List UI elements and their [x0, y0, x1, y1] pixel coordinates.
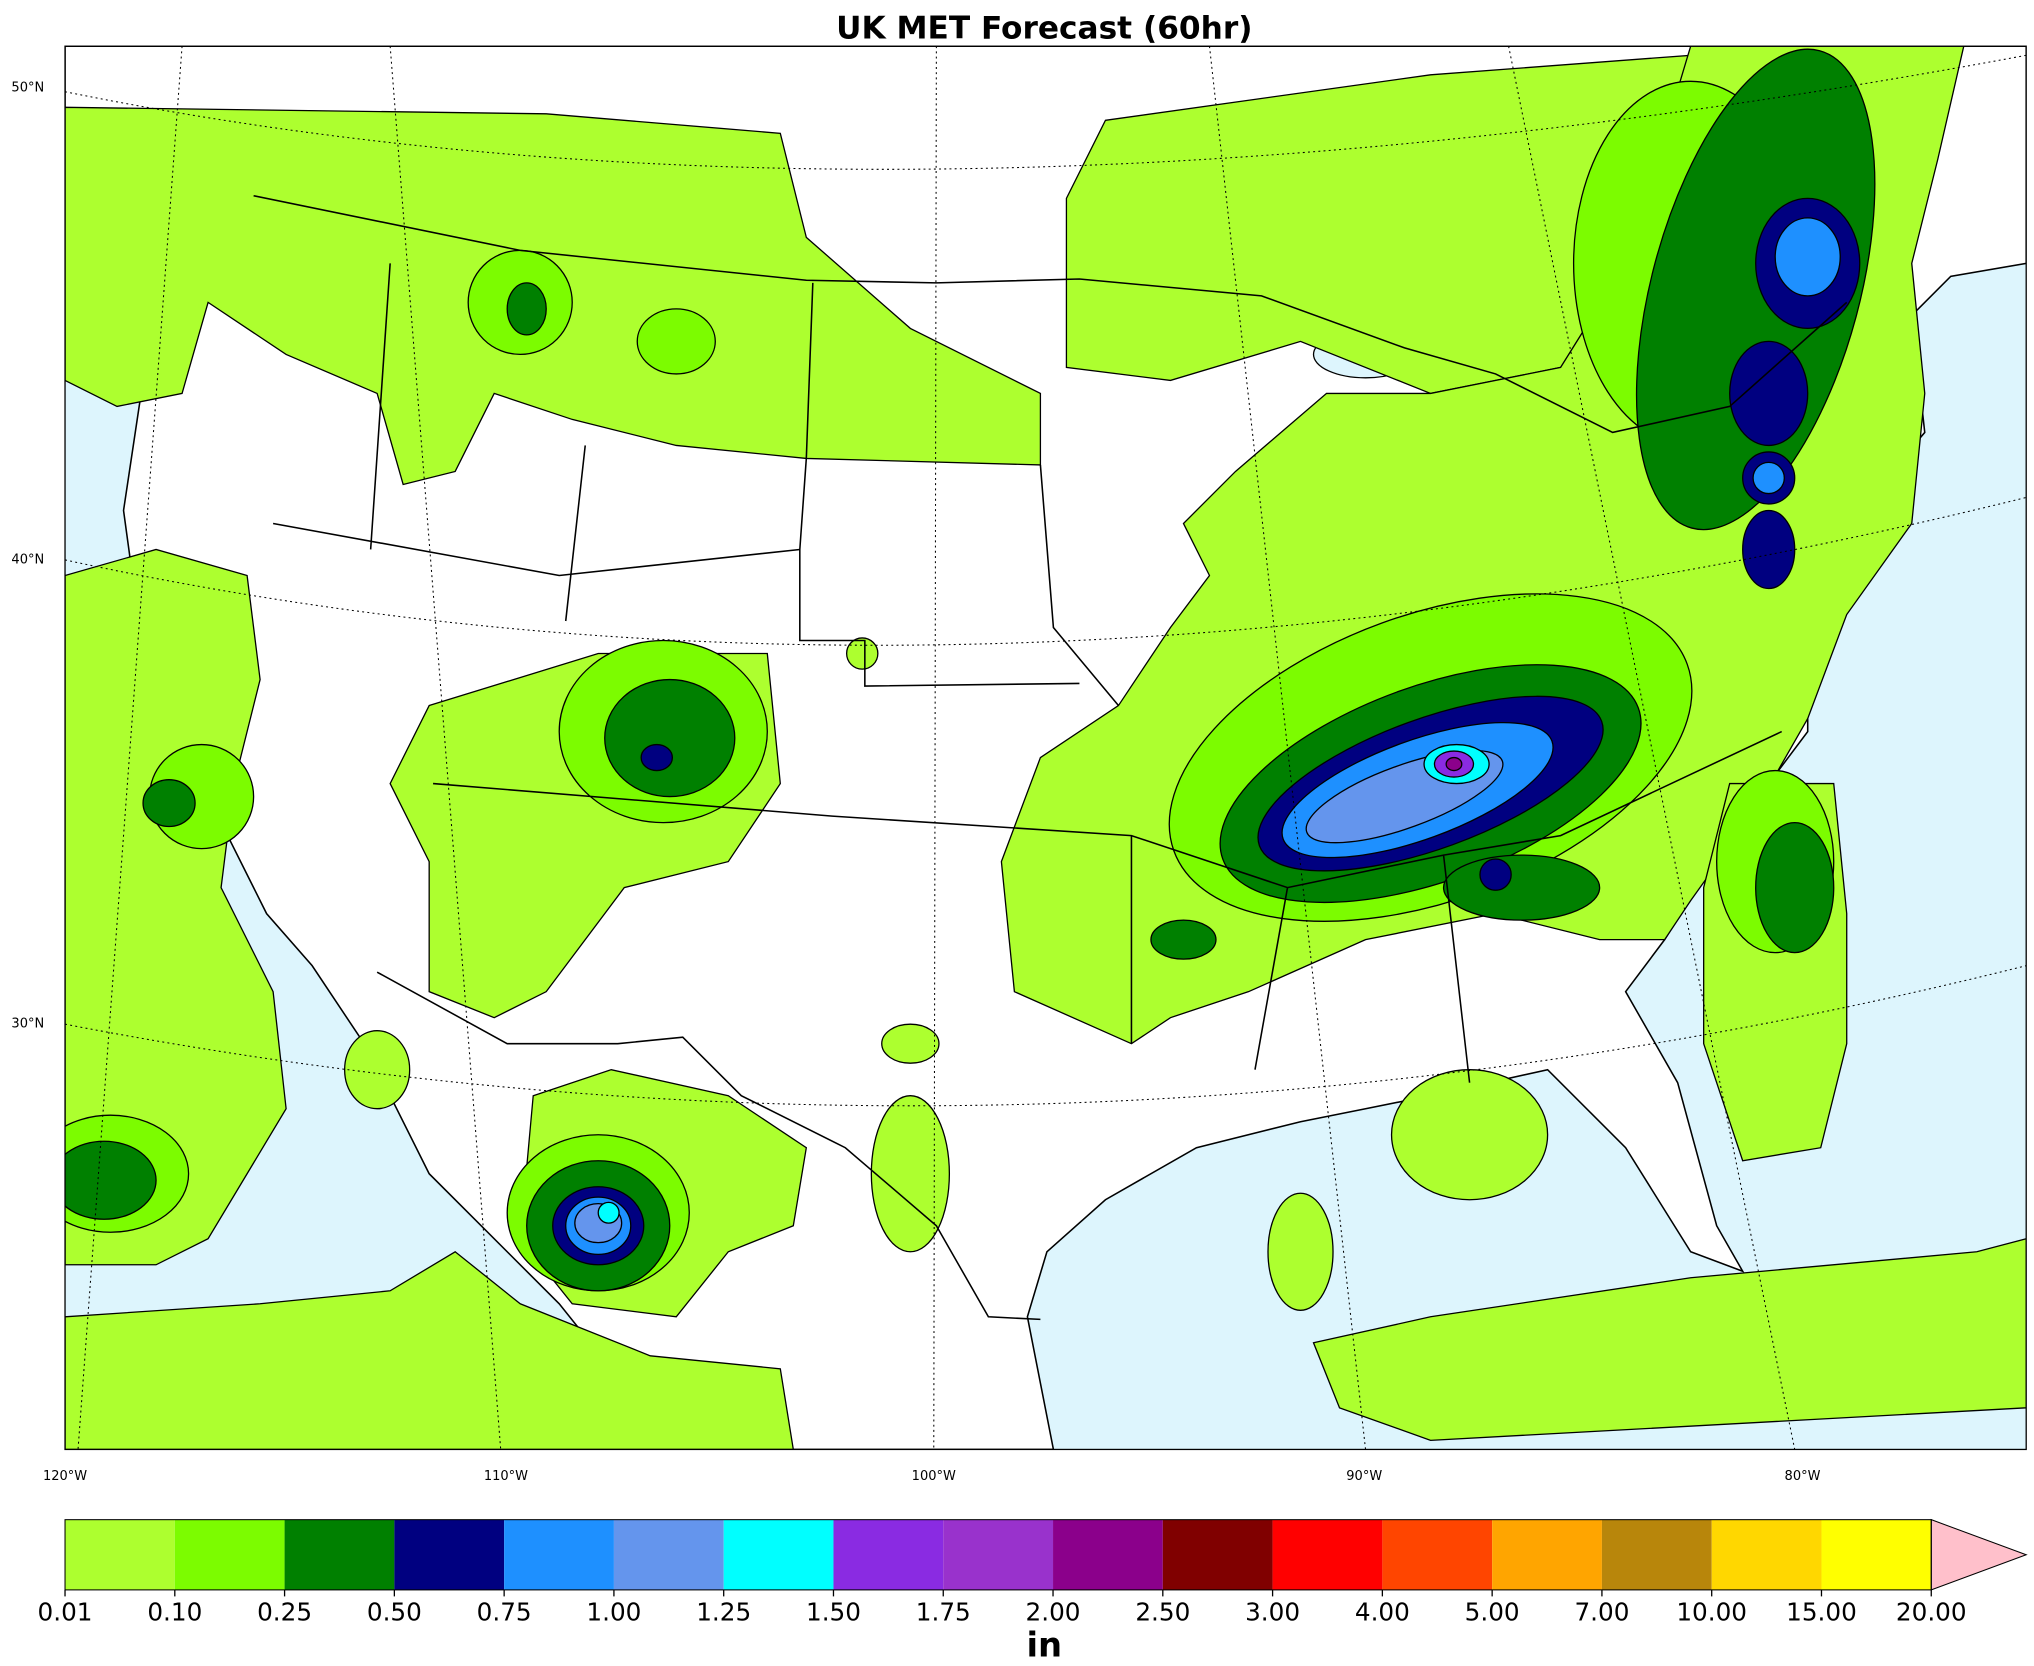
colorbar-box	[174, 1519, 285, 1590]
graticule-labels: 50°N 40°N 30°N 120°W 110°W 100°W 90°W 80°W	[11, 80, 1820, 1484]
lat-label: 40°N	[11, 552, 44, 567]
map-frame	[64, 45, 2027, 1451]
colorbar-tick-label: 10.00	[1676, 1597, 1747, 1626]
colorbar-box	[394, 1519, 505, 1590]
colorbar-tick-label: 3.00	[1245, 1597, 1300, 1626]
colorbar-box	[833, 1519, 944, 1590]
colorbar-box	[1601, 1519, 1712, 1590]
colorbar: 0.01 0.10 0.25 0.50 0.75 1.00 1.25 1.50 1.75 2.00…	[38, 1518, 2028, 1626]
lon-label: 110°W	[484, 1469, 528, 1484]
colorbar-box	[284, 1519, 395, 1590]
colorbar-box	[1382, 1519, 1493, 1590]
lat-label: 50°N	[11, 80, 44, 95]
borders	[253, 194, 1848, 1321]
colorbar-box	[65, 1519, 175, 1590]
colorbar-box	[504, 1519, 614, 1590]
colorbar-box	[723, 1519, 834, 1590]
colorbar-box	[1272, 1519, 1383, 1590]
colorbar-box	[1492, 1519, 1602, 1590]
colorbar-unit: in	[1026, 1626, 1062, 1665]
colorbar-tick-label: 1.75	[916, 1597, 971, 1626]
lon-label: 100°W	[912, 1469, 956, 1484]
colorbar-tick-label: 2.00	[1026, 1597, 1081, 1626]
lon-label: 120°W	[43, 1469, 87, 1484]
colorbar-box	[613, 1519, 724, 1590]
colorbar-tick-label: 5.00	[1465, 1597, 1520, 1626]
colorbar-tick-label: 15.00	[1786, 1597, 1857, 1626]
colorbar-tick-label: 1.25	[696, 1597, 751, 1626]
colorbar-tick-label: 0.75	[477, 1597, 532, 1626]
graticule	[65, 46, 2027, 1450]
colorbar-box	[943, 1519, 1054, 1590]
colorbar-tick-label: 1.50	[806, 1597, 861, 1626]
colorbar-box	[1821, 1519, 1932, 1590]
colorbar-box	[1711, 1519, 1822, 1590]
colorbar-extension	[1930, 1518, 2028, 1591]
map	[65, 46, 2027, 1450]
colorbar-tick-label: 0.25	[257, 1597, 312, 1626]
lon-label: 80°W	[1785, 1469, 1821, 1484]
lat-label: 30°N	[11, 1017, 44, 1032]
colorbar-box	[1053, 1519, 1163, 1590]
colorbar-tick-label: 20.00	[1896, 1597, 1967, 1626]
precipitation-fill	[65, 46, 2027, 1450]
colorbar-tick-label: 0.10	[147, 1597, 202, 1626]
colorbar-tick-label: 0.01	[38, 1597, 93, 1626]
lon-label: 90°W	[1346, 1469, 1382, 1484]
colorbar-tick-label: 7.00	[1574, 1597, 1629, 1626]
colorbar-tick-label: 0.50	[367, 1597, 422, 1626]
colorbar-tick-label: 1.00	[586, 1597, 641, 1626]
colorbar-tick-label: 2.50	[1135, 1597, 1190, 1626]
colorbar-frame	[64, 1519, 1932, 1591]
colorbar-tick-label: 4.00	[1355, 1597, 1410, 1626]
title: UK MET Forecast (60hr)	[836, 10, 1252, 46]
colorbar-box	[1162, 1519, 1273, 1590]
